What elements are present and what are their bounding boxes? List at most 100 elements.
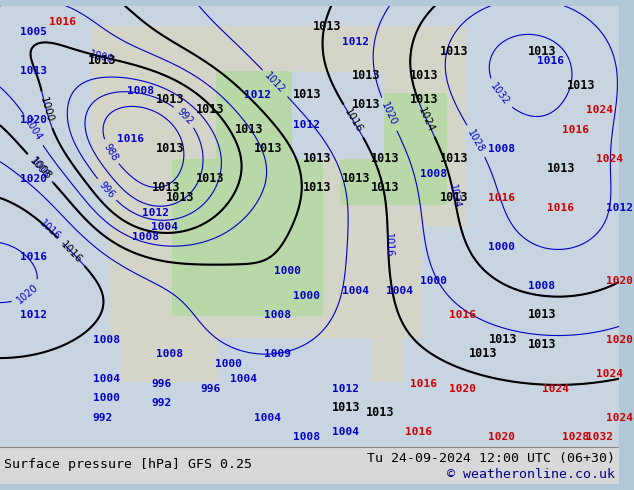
Text: 1005: 1005 [20, 27, 46, 37]
Text: 1013: 1013 [439, 191, 468, 204]
Text: 1016: 1016 [537, 56, 564, 66]
Text: Surface pressure [hPa] GFS 0.25: Surface pressure [hPa] GFS 0.25 [4, 458, 252, 471]
Text: 1024: 1024 [605, 413, 633, 423]
Text: 1020: 1020 [20, 115, 46, 125]
Text: 1020: 1020 [15, 283, 41, 306]
Text: 1024: 1024 [586, 105, 613, 115]
Text: 1013: 1013 [235, 122, 263, 136]
Text: Tu 24-09-2024 12:00 UTC (06+30): Tu 24-09-2024 12:00 UTC (06+30) [368, 452, 616, 466]
Text: 1016: 1016 [117, 134, 144, 145]
Text: 1012: 1012 [342, 37, 369, 47]
Text: 1013: 1013 [372, 152, 399, 165]
Text: 996: 996 [97, 180, 117, 200]
Text: 1008: 1008 [488, 144, 515, 154]
Text: 1008: 1008 [527, 281, 555, 291]
Text: 1016: 1016 [450, 310, 476, 320]
Text: 1004: 1004 [254, 413, 281, 423]
Text: 1008: 1008 [293, 432, 320, 442]
Text: 996: 996 [152, 379, 172, 389]
Text: 1016: 1016 [405, 427, 432, 438]
Text: 1000: 1000 [215, 359, 242, 369]
Text: 1016: 1016 [20, 252, 46, 262]
Text: 1032: 1032 [586, 432, 613, 442]
Text: 1000: 1000 [273, 266, 301, 276]
Text: 1024: 1024 [417, 105, 436, 133]
Text: 1009: 1009 [264, 349, 291, 359]
Text: 1020: 1020 [450, 384, 476, 393]
Text: 1000: 1000 [293, 291, 320, 301]
Text: 1013: 1013 [342, 172, 370, 185]
Text: 1024: 1024 [446, 183, 462, 210]
Bar [0, 447, 619, 484]
Text: 1004: 1004 [332, 427, 359, 438]
Text: 1016: 1016 [410, 379, 437, 389]
Text: 1013: 1013 [195, 172, 224, 185]
Text: 1016: 1016 [342, 107, 365, 135]
Text: 1032: 1032 [488, 81, 511, 107]
Text: 1013: 1013 [439, 152, 468, 165]
Text: 1012: 1012 [293, 120, 320, 130]
Text: 1013: 1013 [439, 45, 468, 57]
Text: 1013: 1013 [254, 142, 283, 155]
Text: 1028: 1028 [466, 128, 486, 154]
Text: 1013: 1013 [527, 308, 556, 321]
Text: 1004: 1004 [342, 286, 369, 296]
Text: 1028: 1028 [562, 432, 589, 442]
Text: 992: 992 [93, 413, 113, 423]
Text: 1013: 1013 [567, 79, 595, 92]
Text: 1004: 1004 [230, 374, 257, 384]
Text: 1013: 1013 [195, 103, 224, 116]
Text: 1000: 1000 [38, 96, 55, 124]
Text: 1004: 1004 [386, 286, 413, 296]
Text: 1013: 1013 [152, 181, 180, 194]
Text: 996: 996 [200, 384, 221, 393]
Text: 1013: 1013 [157, 142, 184, 155]
Text: 1016: 1016 [547, 203, 574, 213]
Text: 1016: 1016 [383, 233, 394, 258]
Text: 992: 992 [174, 106, 195, 127]
Text: 1013: 1013 [410, 94, 439, 106]
Text: 1020: 1020 [605, 335, 633, 344]
Text: 1013: 1013 [488, 333, 517, 345]
Text: Surface pressure [hPa] GFS 0.25: Surface pressure [hPa] GFS 0.25 [4, 458, 252, 471]
Text: 1013: 1013 [527, 338, 556, 350]
Text: 1020: 1020 [605, 276, 633, 286]
Text: 1024: 1024 [596, 369, 623, 379]
Text: 1012: 1012 [263, 71, 287, 96]
Text: 1012: 1012 [332, 384, 359, 393]
Text: © weatheronline.co.uk: © weatheronline.co.uk [448, 468, 616, 481]
Text: 1013: 1013 [88, 54, 117, 67]
Text: 1013: 1013 [303, 152, 332, 165]
Text: 1008: 1008 [93, 335, 120, 344]
Text: 988: 988 [101, 142, 119, 163]
Text: 1016: 1016 [562, 124, 589, 135]
Text: 1000: 1000 [420, 276, 447, 286]
Text: 992: 992 [152, 398, 172, 408]
Text: 1013: 1013 [332, 401, 361, 414]
Text: 1004: 1004 [23, 117, 44, 143]
Text: 1013: 1013 [352, 69, 380, 82]
Text: 1000: 1000 [93, 393, 120, 403]
Text: 1013: 1013 [313, 20, 341, 33]
Text: 1008: 1008 [420, 169, 447, 179]
Text: 1012: 1012 [605, 203, 633, 213]
Text: 1013: 1013 [303, 181, 332, 194]
Text: Tu 24-09-2024 12:00 UTC (06+30): Tu 24-09-2024 12:00 UTC (06+30) [368, 452, 616, 466]
Text: 1016: 1016 [37, 219, 62, 242]
Text: 1013: 1013 [527, 45, 556, 57]
Text: 1020: 1020 [20, 173, 46, 183]
Text: © weatheronline.co.uk: © weatheronline.co.uk [448, 468, 616, 481]
Text: 1000: 1000 [88, 49, 115, 65]
Text: 1008: 1008 [157, 349, 183, 359]
Text: 1020: 1020 [488, 432, 515, 442]
Text: 1013: 1013 [352, 98, 380, 111]
Text: 1020: 1020 [379, 101, 399, 127]
Text: 1013: 1013 [166, 191, 195, 204]
Text: 1008: 1008 [264, 310, 291, 320]
Text: 1008: 1008 [28, 155, 53, 181]
Text: 1013: 1013 [469, 347, 498, 360]
Text: 1008: 1008 [127, 86, 154, 96]
Text: 1013: 1013 [20, 66, 46, 76]
Text: 1016: 1016 [59, 239, 84, 265]
Text: 1012: 1012 [20, 310, 46, 320]
